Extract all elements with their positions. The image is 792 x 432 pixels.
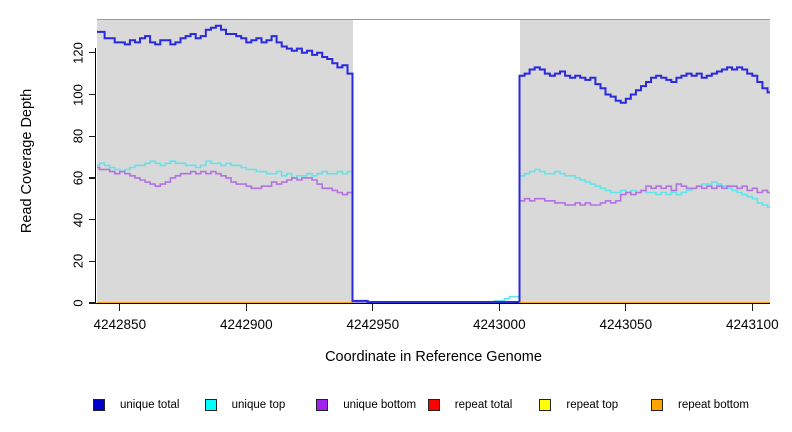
legend-swatch-icon	[204, 399, 217, 411]
y-tick-label: 0	[70, 299, 86, 307]
series-unique-bottom	[97, 166, 770, 303]
x-axis-line	[96, 302, 770, 304]
x-axis-title: Coordinate in Reference Genome	[325, 349, 542, 365]
x-tick	[245, 304, 247, 311]
no-coverage-gap-region	[352, 20, 520, 304]
legend-item-unique-bottom: unique bottom	[316, 398, 416, 412]
legend-item-repeat-top: repeat top	[539, 398, 618, 412]
x-tick-label: 4242900	[220, 317, 273, 332]
legend-label: repeat total	[454, 399, 513, 411]
x-tick-label: 4242950	[346, 317, 400, 332]
y-axis-title: Read Coverage Depth	[19, 88, 35, 234]
legend-swatch-icon	[427, 399, 440, 411]
x-tick	[498, 304, 500, 311]
y-tick	[89, 218, 96, 221]
legend: unique total unique top unique bottom repea…	[0, 398, 792, 414]
legend-swatch-icon	[93, 399, 105, 411]
legend-label: unique total	[120, 399, 180, 411]
y-tick-label: 100	[70, 83, 86, 106]
y-tick-label: 40	[70, 212, 86, 227]
y-tick	[89, 260, 96, 262]
legend-item-repeat-total: repeat total	[427, 398, 513, 412]
y-tick-label: 60	[70, 170, 86, 186]
x-tick	[119, 304, 121, 311]
y-tick-label: 20	[70, 254, 86, 269]
legend-label: unique top	[231, 399, 286, 411]
series-unique-top	[97, 160, 770, 304]
y-tick	[89, 52, 96, 54]
y-tick	[89, 177, 96, 179]
x-tick-label: 4243100	[726, 317, 779, 332]
x-tick	[751, 304, 753, 311]
y-tick-label: 80	[70, 128, 86, 144]
x-tick	[625, 304, 627, 311]
coverage-lines-canvas	[97, 24, 770, 304]
y-tick	[89, 93, 96, 96]
x-tick	[372, 304, 374, 311]
legend-swatch-icon	[651, 399, 663, 411]
x-tick-label: 4243050	[599, 317, 653, 332]
legend-label: repeat top	[566, 399, 619, 411]
legend-item-repeat-bottom: repeat bottom	[651, 398, 749, 412]
y-tick	[89, 135, 96, 137]
y-axis-line	[95, 48, 97, 304]
legend-item-unique-total: unique total	[93, 398, 179, 412]
legend-label: repeat bottom	[678, 399, 749, 411]
legend-item-unique-top: unique top	[204, 398, 286, 412]
x-tick-label: 4242850	[93, 317, 147, 332]
x-tick-label: 4243000	[473, 317, 526, 332]
y-tick-label: 120	[70, 41, 86, 64]
y-tick	[89, 302, 96, 304]
legend-label: unique bottom	[343, 399, 417, 411]
legend-swatch-icon	[539, 399, 552, 411]
legend-swatch-icon	[316, 399, 329, 411]
series-unique-total	[97, 24, 770, 303]
